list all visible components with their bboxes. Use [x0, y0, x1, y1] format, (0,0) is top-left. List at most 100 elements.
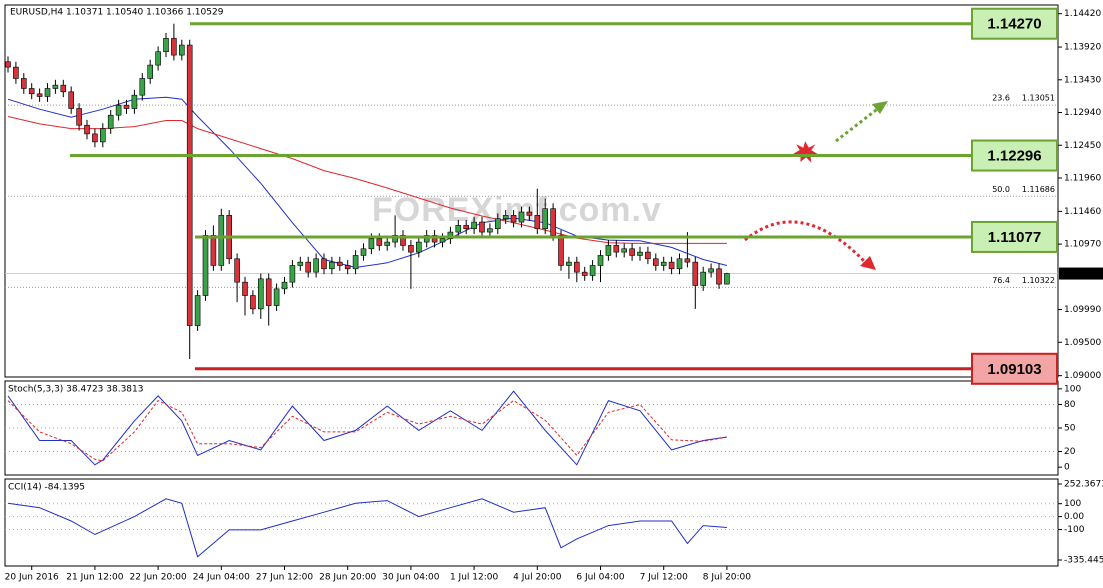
candle-body	[724, 273, 730, 285]
candle-body	[415, 241, 422, 253]
x-tick-label: 22 Jun 20:00	[130, 573, 187, 583]
watermark: FOREXimf.com.v	[372, 191, 662, 229]
burst-icon	[790, 138, 822, 166]
level-box	[971, 139, 1058, 172]
candle-body	[218, 215, 225, 266]
fib-level: 50.0	[992, 185, 1010, 194]
indicator-line	[7, 390, 727, 466]
candle-body	[526, 211, 533, 216]
x-tick-label: 21 Jun 12:00	[66, 573, 123, 583]
x-tick-label: 8 Jul 20:00	[703, 573, 752, 583]
y-tick-label: 1.09500	[1064, 338, 1101, 348]
candle-body	[76, 108, 82, 126]
candle-body	[487, 228, 493, 233]
x-tick-label: 6 Jul 04:00	[576, 573, 625, 583]
candle-body	[336, 261, 343, 266]
candle-body	[700, 271, 707, 286]
candle-body	[100, 128, 106, 143]
candle-body	[202, 235, 209, 296]
fib-price: 1.10322	[1022, 276, 1055, 285]
candle-body	[186, 44, 193, 326]
candle-body	[400, 235, 406, 246]
y-tick-label: 20	[1064, 447, 1076, 457]
indicator-title: Stoch(5,3,3) 38.4723 38.3813	[8, 385, 143, 395]
y-tick-label: 0	[1064, 463, 1070, 473]
candle-body	[313, 258, 319, 273]
candle-body	[408, 245, 414, 253]
y-tick-label: 1.09000	[1064, 371, 1101, 381]
x-tick-label: 4 Jul 20:00	[513, 573, 562, 583]
candle-body	[179, 44, 185, 56]
stoch-panel	[4, 380, 1059, 476]
indicator-line	[7, 498, 727, 558]
chart-title: EURUSD,H4 1.10371 1.10540 1.10366 1.1052…	[10, 8, 224, 18]
candle-body	[455, 225, 462, 233]
y-tick-label: 252.3673	[1064, 480, 1103, 490]
candle-body	[668, 261, 675, 270]
y-tick-label: 100	[1064, 499, 1081, 509]
fib-price: 1.13051	[1022, 94, 1055, 103]
candle-body	[597, 255, 604, 266]
candle-body	[652, 258, 659, 266]
candle-body	[510, 215, 517, 223]
candle-body	[550, 208, 556, 236]
candle-body	[28, 88, 35, 95]
candle-body	[84, 124, 90, 135]
y-tick-label: 1.12940	[1064, 108, 1101, 118]
current-price-label: 1.10529	[1063, 269, 1100, 279]
main-panel	[4, 4, 1059, 378]
x-tick-label: 24 Jun 04:00	[193, 573, 250, 583]
y-tick-label: 1.09990	[1064, 305, 1101, 315]
x-tick-label: 1 Jul 12:00	[450, 573, 499, 583]
candle-body	[242, 281, 248, 296]
candle-body	[131, 94, 138, 109]
candle-body	[352, 255, 359, 270]
candle-body	[305, 261, 312, 273]
candle-body	[637, 251, 643, 256]
candle-body	[273, 288, 280, 306]
candle-body	[107, 114, 114, 129]
candle-body	[534, 215, 541, 230]
candle-body	[447, 231, 454, 240]
candle-body	[692, 261, 699, 286]
candle-body	[321, 258, 327, 270]
candle-body	[558, 235, 564, 266]
candle-body	[479, 221, 485, 233]
candle-body	[115, 104, 122, 116]
candle-body	[52, 84, 59, 89]
y-tick-label: 0.00	[1064, 512, 1084, 522]
indicator-line	[7, 399, 727, 462]
candle-body	[502, 215, 509, 220]
x-tick-label: 20 Jun 2016	[5, 573, 59, 583]
candle-body	[660, 261, 667, 266]
candle-body	[573, 261, 580, 273]
candle-body	[210, 235, 217, 266]
candle-body	[171, 38, 177, 56]
candle-body	[605, 245, 612, 256]
candle-body	[139, 78, 146, 96]
y-tick-label: 1.10970	[1064, 240, 1101, 250]
y-tick-label: 1.11460	[1064, 207, 1101, 217]
candle-body	[542, 208, 549, 230]
candle-body	[13, 66, 19, 79]
y-tick-label: 100	[1064, 384, 1081, 394]
y-tick-label: -335.4459	[1064, 556, 1103, 566]
level-box	[971, 352, 1058, 385]
candle-body	[281, 281, 288, 290]
fib-level: 76.4	[992, 276, 1010, 285]
candle-body	[344, 265, 351, 270]
candle-body	[621, 248, 628, 253]
candle-body	[68, 91, 74, 109]
level-box	[971, 7, 1058, 40]
candle-body	[581, 271, 588, 276]
candle-body	[329, 261, 335, 270]
y-tick-label: 1.11960	[1064, 173, 1101, 183]
candle-body	[645, 251, 651, 260]
candle-body	[20, 78, 27, 89]
candle-body	[566, 261, 572, 266]
y-tick-label: 1.13430	[1064, 75, 1101, 85]
indicator-title: CCI(14) -84.1395	[8, 483, 85, 493]
candle-body	[471, 221, 477, 230]
candle-body	[123, 104, 130, 109]
